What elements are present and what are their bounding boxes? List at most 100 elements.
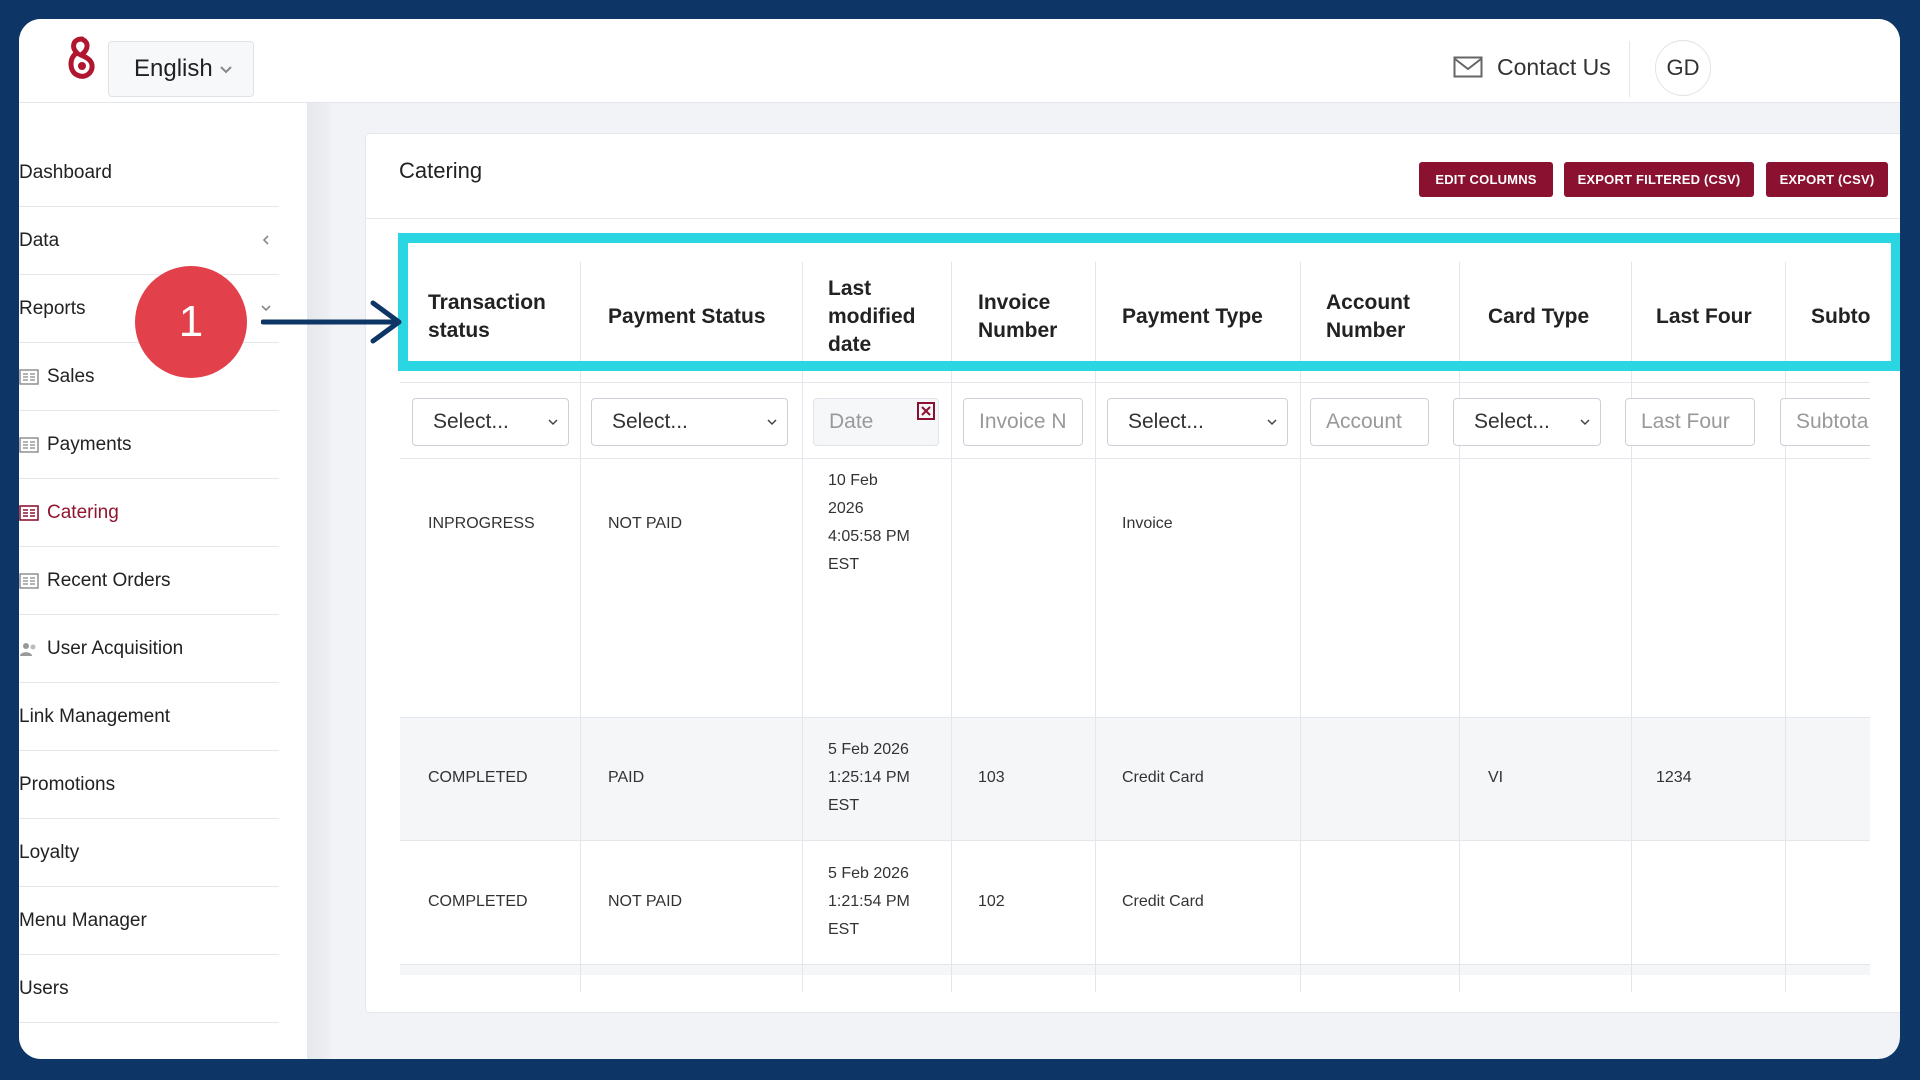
cell-invoice-number: 103 — [978, 769, 1005, 786]
cell-last-modified-date: 5 Feb 2026 1:21:54 PM EST — [828, 860, 910, 944]
invoice-number-filter[interactable]: Invoice N — [963, 398, 1083, 446]
chevron-left-icon — [262, 235, 269, 245]
sidebar-item-label: Payments — [47, 433, 132, 455]
date-filter[interactable]: Date — [813, 398, 939, 446]
cell-last-modified-date: 10 Feb 2026 4:05:58 PM EST — [828, 467, 910, 579]
cell-invoice-number: 102 — [978, 893, 1005, 910]
contact-us-label: Contact Us — [1497, 53, 1611, 80]
card-type-filter[interactable]: Select... — [1453, 398, 1601, 446]
sidebar-item-label: Promotions — [19, 773, 116, 795]
date-line: 1:25:14 PM — [828, 769, 910, 786]
callout-arrow-icon — [261, 300, 402, 344]
cell-payment-status: NOT PAID — [608, 515, 683, 532]
sidebar-item-label: Dashboard — [19, 161, 112, 183]
filter-value: Select... — [1128, 410, 1204, 433]
report-icon — [19, 572, 39, 589]
filter-value: Select... — [1474, 410, 1550, 433]
header-divider — [1629, 41, 1630, 97]
column-divider — [580, 262, 581, 992]
sidebar-item-label: Data — [19, 229, 60, 251]
column-header-payment-type[interactable]: Payment Type — [1122, 305, 1263, 328]
cell-payment-type: Credit Card — [1122, 893, 1204, 910]
sidebar-item-menu-manager[interactable]: Menu Manager — [19, 887, 279, 955]
column-header-payment-status[interactable]: Payment Status — [608, 305, 766, 328]
sidebar-item-label: Catering — [47, 501, 119, 523]
cell-payment-type: Credit Card — [1122, 769, 1204, 786]
payment-status-filter[interactable]: Select... — [591, 398, 788, 446]
brand-logo-icon[interactable] — [65, 33, 99, 85]
cell-transaction-status: INPROGRESS — [428, 515, 535, 532]
cell-transaction-status: COMPLETED — [428, 893, 528, 910]
filter-divider — [400, 458, 1870, 459]
card-divider — [366, 218, 1900, 219]
cell-payment-status: NOT PAID — [608, 893, 683, 910]
row-divider — [400, 840, 1870, 841]
column-header-card-type[interactable]: Card Type — [1488, 305, 1590, 328]
sidebar-item-label: Menu Manager — [19, 909, 147, 931]
report-icon — [19, 504, 39, 521]
sidebar-item-loyalty[interactable]: Loyalty — [19, 819, 279, 887]
transaction-status-filter[interactable]: Select... — [412, 398, 569, 446]
cell-payment-status: PAID — [608, 769, 645, 786]
filter-placeholder: Last Four — [1641, 410, 1730, 433]
export-filtered-csv-button[interactable]: EXPORT FILTERED (CSV) — [1564, 162, 1754, 197]
cell-card-type: VI — [1488, 769, 1504, 786]
export-csv-button[interactable]: EXPORT (CSV) — [1766, 162, 1888, 197]
mail-icon — [1453, 56, 1483, 78]
payment-type-filter[interactable]: Select... — [1107, 398, 1288, 446]
chevron-down-icon — [548, 419, 558, 426]
contact-us-link[interactable]: Contact Us — [1453, 47, 1611, 87]
sidebar-item-label: Recent Orders — [47, 569, 171, 591]
row-stripe — [400, 717, 1870, 840]
column-divider — [802, 262, 803, 992]
edit-columns-button[interactable]: EDIT COLUMNS — [1419, 162, 1553, 197]
language-select[interactable]: English — [108, 41, 254, 97]
sidebar-item-promotions[interactable]: Promotions — [19, 751, 279, 819]
column-header-subtotal[interactable]: Subtota — [1811, 305, 1870, 328]
report-icon — [19, 368, 39, 385]
last-four-filter[interactable]: Last Four — [1625, 398, 1755, 446]
sidebar-item-link-management[interactable]: Link Management — [19, 683, 279, 751]
column-header-invoice-number[interactable]: Invoice Number — [978, 291, 1058, 342]
cell-transaction-status: COMPLETED — [428, 769, 528, 786]
page-title: Catering — [399, 158, 483, 183]
filter-placeholder: Invoice N — [979, 410, 1067, 433]
date-line: 5 Feb 2026 — [828, 741, 909, 758]
top-header: English Contact Us GD — [19, 19, 1900, 103]
sidebar-item-catering[interactable]: Catering — [19, 479, 279, 547]
subtotal-filter[interactable]: Subtota — [1780, 398, 1870, 446]
chevron-down-icon — [261, 305, 271, 312]
sidebar-item-user-acquisition[interactable]: User Acquisition — [19, 615, 279, 683]
sidebar-item-dashboard[interactable]: Dashboard — [19, 139, 279, 207]
column-header-transaction-status[interactable]: Transaction status — [428, 291, 546, 342]
sidebar-item-data[interactable]: Data — [19, 207, 279, 275]
chevron-down-icon — [767, 419, 777, 426]
chevron-down-icon — [1267, 419, 1277, 426]
sidebar-item-sales[interactable]: Sales — [19, 343, 279, 411]
sidebar-item-users[interactable]: Users — [19, 955, 279, 1023]
column-divider — [1300, 262, 1301, 992]
filter-value: Select... — [612, 410, 688, 433]
catering-card: Catering EDIT COLUMNS EXPORT FILTERED (C… — [365, 133, 1900, 1013]
sidebar-item-payments[interactable]: Payments — [19, 411, 279, 479]
filter-placeholder: Subtota — [1796, 410, 1869, 433]
cell-last-four: 1234 — [1656, 769, 1692, 786]
column-header-last-modified-date[interactable]: Last modified date — [828, 277, 916, 356]
date-line: EST — [828, 797, 860, 814]
clear-date-icon[interactable] — [916, 401, 936, 421]
column-header-account-number[interactable]: Account Number — [1326, 291, 1410, 342]
user-avatar[interactable]: GD — [1655, 40, 1711, 96]
row-divider — [400, 717, 1870, 718]
sidebar-item-recent-orders[interactable]: Recent Orders — [19, 547, 279, 615]
sidebar-item-label: Loyalty — [19, 841, 80, 863]
column-divider — [1459, 262, 1460, 992]
cell-payment-type: Invoice — [1122, 515, 1173, 532]
chevron-down-icon — [220, 66, 232, 74]
column-divider — [1785, 262, 1786, 992]
header-highlight-box — [398, 233, 1900, 371]
sidebar: Dashboard Data Reports Sales Payments Ca… — [19, 103, 307, 1059]
row-stripe — [400, 965, 1870, 975]
filter-placeholder: Account — [1326, 410, 1402, 433]
account-number-filter[interactable]: Account — [1310, 398, 1429, 446]
column-header-last-four[interactable]: Last Four — [1656, 305, 1752, 328]
